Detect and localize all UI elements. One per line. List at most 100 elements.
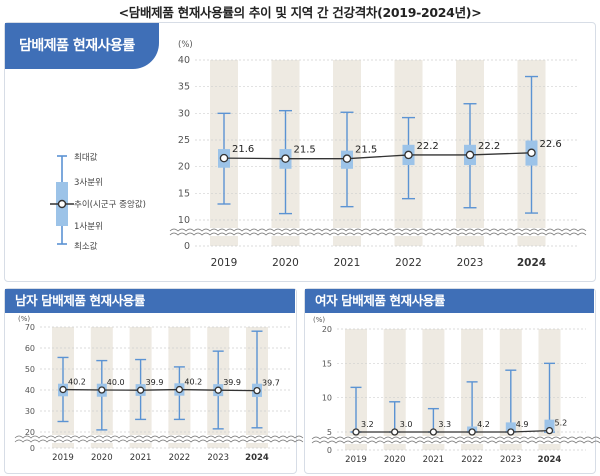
median-data-label: 4.9 <box>516 420 529 429</box>
median-point <box>253 386 261 395</box>
y-tick-label: 70 <box>25 323 35 332</box>
y-tick-label: 0 <box>327 446 332 455</box>
x-tick-label: 2021 <box>334 257 361 269</box>
x-tick-label: 2019 <box>211 257 238 269</box>
y-unit-label: (%) <box>18 315 30 323</box>
x-tick-label: 2023 <box>207 453 229 463</box>
x-tick-label: 2019 <box>52 453 74 463</box>
median-point <box>281 154 290 163</box>
median-point <box>468 428 476 436</box>
x-tick-label: 2020 <box>384 455 406 465</box>
y-unit-label: (%) <box>178 40 193 50</box>
median-data-label: 5.2 <box>555 419 568 428</box>
x-tick-label: 2023 <box>457 257 484 269</box>
y-tick-label: 0 <box>30 444 35 453</box>
y-tick-label: 10 <box>322 394 332 403</box>
axis-break-mask <box>312 436 592 444</box>
median-data-label: 39.7 <box>262 379 280 388</box>
x-tick-label: 2024 <box>245 453 269 463</box>
x-tick-label: 2021 <box>423 455 445 465</box>
y-tick-label: 5 <box>327 428 332 437</box>
median-data-label: 22.2 <box>417 141 439 152</box>
legend: 최대값 3사분위 추이(시군구 중앙값) 1사분위 최소값 <box>40 150 180 260</box>
y-tick-label: 15 <box>178 188 190 199</box>
median-point <box>465 150 475 160</box>
median-data-label: 40.2 <box>68 378 86 387</box>
female-chart-title: 여자 담배제품 현재사용률 <box>305 289 594 313</box>
axis-break-line <box>169 228 587 232</box>
page-title: <담배제품 현재사용률의 추이 및 지역 간 건강격차(2019-2024년)> <box>118 5 482 20</box>
median-point <box>98 386 106 394</box>
axis-break-line <box>311 440 600 444</box>
iqr-box <box>544 419 555 432</box>
median-data-label: 39.9 <box>223 378 241 387</box>
x-tick-label: 2023 <box>500 455 522 465</box>
median-data-label: 4.2 <box>477 420 490 429</box>
y-tick-label: 20 <box>25 428 35 437</box>
x-tick-label: 2022 <box>461 455 483 465</box>
x-tick-label: 2020 <box>91 453 113 463</box>
male-chart-title: 남자 담배제품 현재사용률 <box>5 289 295 313</box>
legend-trend-label: 추이(시군구 중앙값) <box>74 200 146 210</box>
y-unit-label: (%) <box>313 316 325 324</box>
y-tick-label: 60 <box>25 344 35 353</box>
x-tick-label: 2019 <box>345 455 367 465</box>
median-point <box>429 428 438 436</box>
legend-min-label: 최소값 <box>74 242 98 252</box>
axis-break-mask <box>170 228 584 236</box>
median-data-label: 3.0 <box>400 420 413 429</box>
y-tick-label: 50 <box>25 365 35 374</box>
median-point <box>342 154 352 163</box>
y-tick-label: 20 <box>178 162 190 173</box>
median-point <box>391 428 399 436</box>
y-tick-label: 35 <box>178 82 190 93</box>
median-point <box>175 385 184 394</box>
y-tick-label: 15 <box>322 359 332 368</box>
median-trend-line <box>223 152 532 160</box>
median-point <box>136 386 145 394</box>
y-tick-label: 30 <box>178 108 190 119</box>
median-point <box>545 426 554 435</box>
y-tick-label: 30 <box>25 407 35 416</box>
axis-break-line <box>14 439 304 443</box>
axis-break-line <box>169 232 587 236</box>
x-tick-label: 2022 <box>395 257 422 269</box>
legend-q1-label: 1사분위 <box>74 222 103 232</box>
median-data-label: 22.6 <box>540 139 562 150</box>
median-point <box>507 428 515 436</box>
main-panel-tab: 담배제품 현재사용률 <box>5 23 159 69</box>
legend-trend-marker <box>57 199 67 209</box>
median-data-label: 39.9 <box>146 378 164 387</box>
median-point <box>527 148 536 158</box>
axis-break-line <box>311 436 600 440</box>
median-trend-line <box>62 388 258 392</box>
x-tick-label: 2021 <box>130 453 152 463</box>
median-data-label: 3.2 <box>361 420 374 429</box>
median-data-label: 21.5 <box>355 145 377 156</box>
plot-column <box>422 329 445 450</box>
y-tick-label: 10 <box>178 215 190 226</box>
plot-column <box>383 329 406 450</box>
median-data-label: 40.2 <box>184 378 202 387</box>
median-trend-line <box>356 429 550 433</box>
median-data-label: 21.6 <box>232 144 254 155</box>
iqr-box <box>505 422 516 432</box>
axis-break-mask <box>15 435 296 443</box>
median-point <box>59 385 67 394</box>
axis-break-line <box>14 435 304 439</box>
median-data-label: 40.0 <box>107 378 125 387</box>
y-tick-label: 20 <box>322 325 332 334</box>
legend-q3-label: 3사분위 <box>74 178 103 188</box>
median-point <box>352 428 360 436</box>
y-tick-label: 40 <box>25 386 35 395</box>
median-data-label: 22.2 <box>478 141 500 152</box>
x-tick-label: 2022 <box>169 453 191 463</box>
y-tick-label: 40 <box>178 55 190 66</box>
y-tick-label: 25 <box>178 135 190 146</box>
median-point <box>214 386 222 394</box>
x-tick-label: 2020 <box>272 257 299 269</box>
legend-graphic <box>50 155 74 245</box>
